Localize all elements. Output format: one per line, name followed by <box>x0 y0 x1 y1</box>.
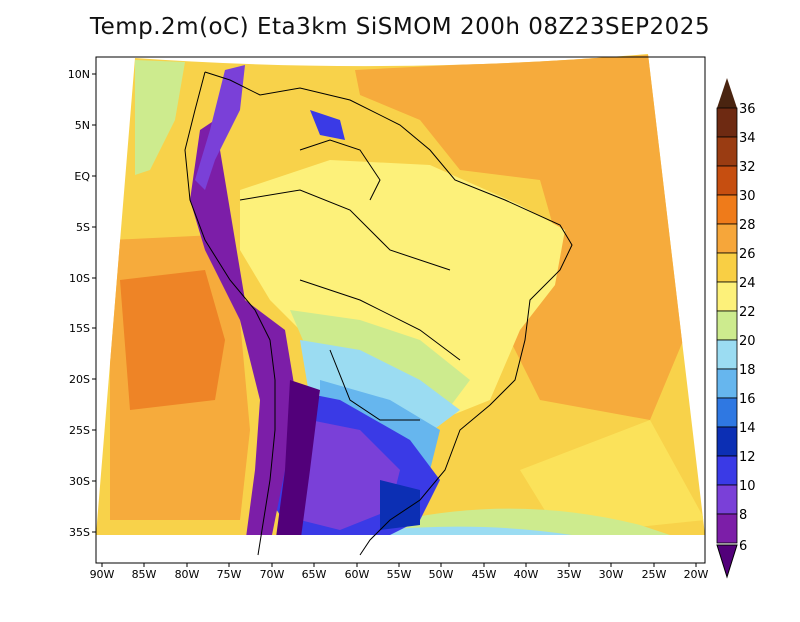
colorbar: 36 34 32 30 28 26 24 22 20 18 16 14 12 1… <box>716 78 756 579</box>
lat-tick-25s: 25S <box>69 424 96 437</box>
lat-tick-10n: 10N <box>68 68 96 81</box>
colorbar-swatch <box>716 107 738 138</box>
lat-label: 5S <box>76 221 90 234</box>
colorbar-swatch <box>716 455 738 486</box>
lat-label: 20S <box>69 373 90 386</box>
lat-label: 10S <box>69 272 90 285</box>
colorbar-label: 34 <box>739 131 756 146</box>
lon-label: 55W <box>387 568 412 581</box>
lat-tick-20s: 20S <box>69 373 96 386</box>
colorbar-label: 14 <box>739 421 756 436</box>
colorbar-label: 20 <box>739 334 756 349</box>
temperature-field <box>96 54 705 535</box>
lat-tick-5n: 5N <box>75 119 96 132</box>
lat-label: 15S <box>69 322 90 335</box>
lon-label: 65W <box>302 568 327 581</box>
colorbar-swatch <box>716 281 738 312</box>
lon-label: 90W <box>90 568 115 581</box>
lat-tick-eq: EQ <box>74 170 96 183</box>
colorbar-swatch <box>716 426 738 457</box>
map-title: Temp.2m(oC) Eta3km SiSMOM 200h 08Z23SEP2… <box>89 14 711 40</box>
lon-label: 85W <box>132 568 157 581</box>
lat-label: 10N <box>68 68 90 81</box>
lat-label: 5N <box>75 119 90 132</box>
colorbar-label: 10 <box>739 479 756 494</box>
lon-label: 25W <box>642 568 667 581</box>
colorbar-label: 36 <box>739 102 756 117</box>
colorbar-bottom-arrow <box>716 544 738 579</box>
colorbar-swatch <box>716 252 738 283</box>
lat-tick-10s: 10S <box>69 272 96 285</box>
lon-label: 60W <box>345 568 370 581</box>
colorbar-label: 16 <box>739 392 756 407</box>
lon-label: 70W <box>260 568 285 581</box>
lat-axis: 10N 5N EQ 5S 10S 15S 20S 25S 30S 35S <box>68 68 96 539</box>
lat-tick-5s: 5S <box>76 221 96 234</box>
lat-label: EQ <box>74 170 90 183</box>
lon-label: 30W <box>599 568 624 581</box>
lon-label: 45W <box>472 568 497 581</box>
colorbar-label: 30 <box>739 189 756 204</box>
lon-label: 35W <box>557 568 582 581</box>
lat-label: 35S <box>69 526 90 539</box>
lat-tick-35s: 35S <box>69 526 96 539</box>
colorbar-swatch <box>716 513 738 544</box>
colorbar-swatch <box>716 223 738 254</box>
colorbar-swatch <box>716 397 738 428</box>
colorbar-label: 6 <box>739 539 747 554</box>
lon-label: 75W <box>217 568 242 581</box>
lat-tick-15s: 15S <box>69 322 96 335</box>
colorbar-label: 8 <box>739 508 747 523</box>
colorbar-label: 28 <box>739 218 756 233</box>
colorbar-swatch <box>716 165 738 196</box>
colorbar-label: 18 <box>739 363 756 378</box>
colorbar-label: 24 <box>739 276 756 291</box>
lon-label: 50W <box>429 568 454 581</box>
colorbar-boxes <box>716 107 738 544</box>
plot-frame <box>95 56 706 564</box>
colorbar-swatch <box>716 310 738 341</box>
colorbar-swatch <box>716 339 738 370</box>
lat-label: 25S <box>69 424 90 437</box>
colorbar-swatch <box>716 484 738 515</box>
lon-axis: 90W 85W 80W 75W 70W 65W 60W 55W 50W 45W … <box>90 563 709 581</box>
lat-label: 30S <box>69 475 90 488</box>
lon-label: 20W <box>684 568 709 581</box>
lon-label: 40W <box>514 568 539 581</box>
colorbar-label: 12 <box>739 450 756 465</box>
colorbar-label: 32 <box>739 160 756 175</box>
colorbar-labels: 36 34 32 30 28 26 24 22 20 18 16 14 12 1… <box>739 102 756 554</box>
lat-tick-30s: 30S <box>69 475 96 488</box>
colorbar-swatch <box>716 368 738 399</box>
lon-label: 80W <box>175 568 200 581</box>
colorbar-top-arrow <box>717 78 737 108</box>
coastlines <box>184 71 573 556</box>
colorbar-swatch <box>716 136 738 167</box>
colorbar-swatch <box>716 194 738 225</box>
colorbar-label: 26 <box>739 247 756 262</box>
colorbar-label: 22 <box>739 305 756 320</box>
